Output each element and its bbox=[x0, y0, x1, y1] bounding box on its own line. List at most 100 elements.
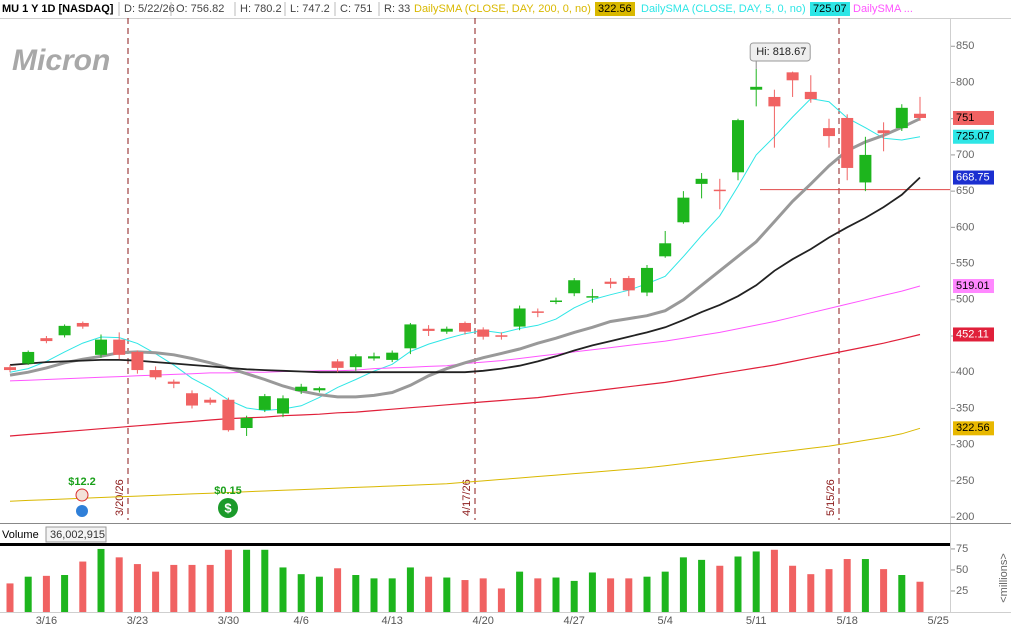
dividend-label: $0.15 bbox=[214, 485, 242, 497]
legend-value: 322.56 bbox=[598, 3, 632, 15]
x-tick-label: 3/16 bbox=[36, 615, 57, 627]
volume-bar bbox=[588, 572, 596, 612]
candle-body bbox=[568, 280, 581, 294]
x-tick-label: 4/6 bbox=[294, 615, 309, 627]
header-item: O: 756.82 bbox=[176, 3, 224, 15]
x-tick-label: 3/30 bbox=[218, 615, 239, 627]
candle-body bbox=[386, 352, 399, 360]
volume-bar bbox=[661, 571, 669, 612]
candle-body bbox=[440, 328, 453, 332]
candle-body bbox=[495, 335, 508, 337]
dividend-label: $12.2 bbox=[68, 476, 96, 488]
volume-bar bbox=[643, 576, 651, 612]
x-tick-label: 4/20 bbox=[472, 615, 493, 627]
candle-body bbox=[22, 351, 35, 364]
candle-body bbox=[513, 308, 526, 327]
y-tick-label: 800 bbox=[956, 76, 974, 88]
sma-line bbox=[9, 117, 921, 399]
volume-bar bbox=[370, 578, 378, 612]
candle-body bbox=[641, 267, 653, 293]
y-tick-label: 600 bbox=[956, 221, 974, 233]
volume-bar bbox=[243, 549, 251, 612]
y-tick-label: 550 bbox=[956, 257, 974, 269]
sma-line bbox=[9, 333, 921, 437]
volume-bar bbox=[534, 578, 542, 612]
y-tick-label: 350 bbox=[956, 402, 974, 414]
volume-tick-label: 75 bbox=[956, 543, 968, 555]
volume-bar bbox=[734, 556, 742, 612]
candle-body bbox=[622, 278, 635, 291]
volume-bar bbox=[97, 548, 105, 612]
candle-body bbox=[859, 154, 872, 183]
y-tick-label: 250 bbox=[956, 475, 974, 487]
candle-body bbox=[331, 361, 344, 368]
candle-body bbox=[4, 367, 16, 371]
logo: Micron bbox=[12, 44, 110, 77]
volume-bar bbox=[6, 583, 14, 612]
volume-bar bbox=[497, 588, 505, 612]
volume-bar bbox=[115, 557, 123, 612]
volume-bar bbox=[315, 576, 323, 612]
volume-unit: <millions> bbox=[998, 553, 1010, 603]
volume-bar bbox=[206, 564, 214, 612]
header-item: L: 747.2 bbox=[290, 3, 330, 15]
candle-body bbox=[531, 311, 544, 313]
header-item: C: 751 bbox=[340, 3, 372, 15]
dividend-icon-glyph: $ bbox=[224, 500, 232, 515]
chart-title: MU 1 Y 1D [NASDAQ] bbox=[2, 3, 114, 15]
candle-body bbox=[349, 356, 362, 368]
candle-body bbox=[786, 72, 799, 81]
volume-readout: 36,002,915 bbox=[50, 529, 105, 541]
volume-bar bbox=[770, 549, 778, 612]
volume-bar bbox=[698, 559, 706, 612]
volume-bar bbox=[133, 564, 141, 612]
volume-bar bbox=[807, 574, 815, 612]
volume-bar bbox=[224, 549, 232, 612]
legend-entry: DailySMA (CLOSE, DAY, 200, 0, no) bbox=[414, 3, 591, 15]
volume-bar bbox=[679, 557, 687, 612]
volume-bar bbox=[461, 580, 469, 612]
x-tick-label: 5/18 bbox=[836, 615, 857, 627]
info-icon bbox=[76, 505, 88, 517]
volume-bar bbox=[843, 559, 851, 612]
x-tick-label: 4/27 bbox=[563, 615, 584, 627]
candle-body bbox=[40, 338, 53, 342]
volume-bar bbox=[825, 569, 833, 612]
volume-bar bbox=[898, 575, 906, 612]
dividend-icon bbox=[218, 498, 238, 518]
candle-body bbox=[404, 324, 417, 349]
candle-body bbox=[804, 91, 817, 100]
volume-readout-box bbox=[45, 526, 107, 543]
candle-body bbox=[550, 300, 562, 303]
volume-bar bbox=[261, 549, 269, 612]
x-tick-label: 5/11 bbox=[746, 615, 767, 627]
candle-body bbox=[258, 396, 271, 410]
volume-bar bbox=[716, 565, 724, 612]
volume-bar bbox=[443, 577, 451, 612]
volume-bar bbox=[861, 559, 869, 612]
price-badge-label: 322.56 bbox=[956, 422, 990, 434]
volume-bar bbox=[61, 575, 69, 612]
candle-body bbox=[95, 339, 107, 355]
x-tick-label: 5/25 bbox=[927, 615, 948, 627]
price-badge bbox=[953, 279, 994, 294]
price-badge-label: 519.01 bbox=[956, 280, 990, 292]
candle-body bbox=[732, 120, 744, 173]
sma-line bbox=[9, 176, 921, 374]
volume-bar bbox=[916, 581, 924, 612]
x-tick-label: 5/4 bbox=[658, 615, 673, 627]
volume-bar bbox=[425, 576, 433, 612]
earnings-icon bbox=[75, 488, 89, 502]
candle-body bbox=[895, 107, 908, 129]
high-callout: Hi: 818.67 bbox=[756, 46, 806, 58]
x-tick-label: 4/13 bbox=[381, 615, 402, 627]
candle-body bbox=[113, 339, 126, 355]
y-tick-label: 700 bbox=[956, 149, 974, 161]
volume-tick-label: 25 bbox=[956, 585, 968, 597]
volume-bar bbox=[42, 575, 50, 612]
candle-body bbox=[76, 322, 89, 327]
candle-body bbox=[277, 398, 289, 414]
candle-body bbox=[368, 356, 380, 359]
